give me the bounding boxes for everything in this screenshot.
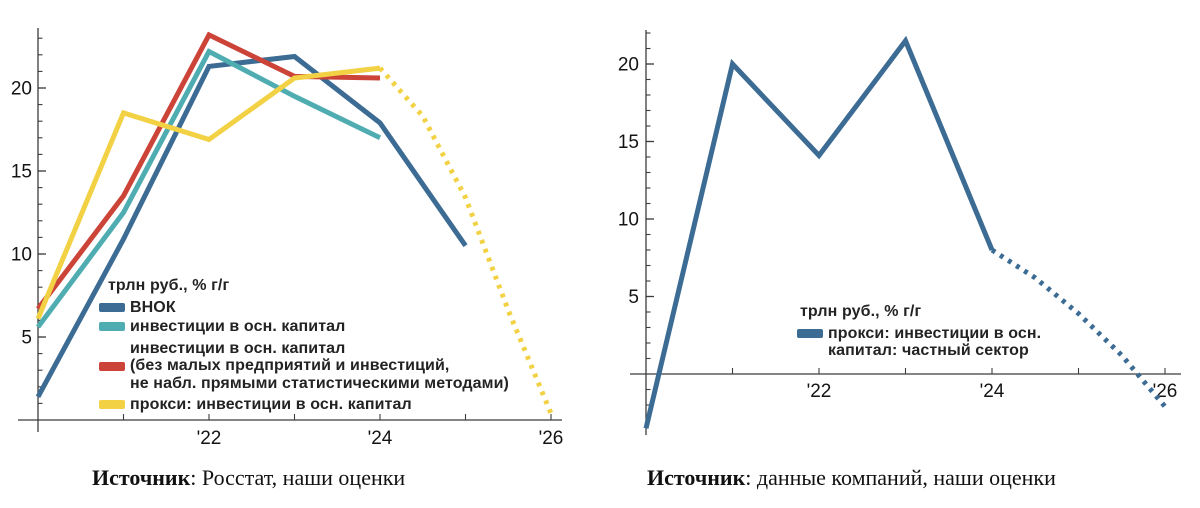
proxy-private-swatch [797,328,823,338]
series-solid-line [643,35,995,429]
legend-label: не набл. прямыми статистическими методам… [130,374,509,392]
right-legend: трлн руб., % г/г прокси: инвестиции в ос… [797,303,1041,360]
left-legend: трлн руб., % г/г ВНОК инвестиции в осн. … [99,277,509,414]
y-tick-label: 15 [11,162,32,183]
series-dotted-line [990,247,1167,409]
legend-label: прокси: инвестиции в осн. [828,324,1042,342]
y-tick-label: 10 [618,210,639,231]
source-text: : Росстат, наши оценки [190,465,406,490]
proxy-swatch [99,400,125,409]
vnok-swatch [99,302,125,312]
source-label: Источник [647,465,746,490]
y-tick-label: 20 [618,55,639,76]
legend-label: капитал: частный сектор [828,342,1029,359]
invest-swatch [99,322,125,331]
legend-item-proxy-private: прокси: инвестиции в осн. капитал: частн… [797,325,1041,360]
source-caption-left: Источник: Росстат, наши оценки [92,464,405,492]
x-tick-label: '22 [197,428,222,449]
series-dotted-line [378,66,554,415]
legend-label: инвестиции в осн. капитал [130,318,346,335]
x-tick-label: '24 [980,381,1005,402]
legend-label: (без малых предприятий и инвестиций, [130,357,450,374]
series-solid-line [35,53,468,398]
y-tick-label: 20 [11,79,32,100]
legend-label: инвестиции в осн. капитал [130,339,346,357]
x-tick-label: '22 [807,381,832,402]
legend-label: ВНОК [130,298,176,316]
series-solid-line [35,48,382,329]
y-tick-label: 5 [21,328,32,349]
source-text: : данные компаний, наши оценки [745,465,1056,490]
legend-item-invest: инвестиции в осн. капитал [99,318,509,336]
legend-item-invest-ex-small: инвестиции в осн. капитал (без малых пре… [99,340,509,393]
legend-item-proxy: прокси: инвестиции в осн. капитал [99,396,509,414]
left-legend-title: трлн руб., % г/г [108,277,230,294]
y-tick-label: 5 [628,287,639,308]
legend-item-vnok: ВНОК [99,299,509,317]
legend-label: прокси: инвестиции в осн. капитал [130,396,412,413]
y-tick-label: 15 [618,132,639,153]
right-legend-title: трлн руб., % г/г [800,303,922,320]
source-label: Источник [92,465,191,490]
x-tick-label: '26 [539,428,564,449]
y-tick-label: 10 [11,245,32,266]
invest-ex-small-swatch [99,361,125,371]
x-tick-label: '24 [368,428,393,449]
series-solid-line [35,65,381,320]
left-chart: '22 '24 '26 5 10 15 20 [11,28,564,449]
source-caption-right: Источник: данные компаний, наши оценки [647,464,1056,492]
